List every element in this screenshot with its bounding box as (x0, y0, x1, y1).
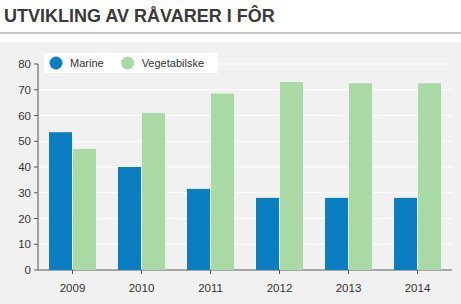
y-axis (38, 64, 39, 270)
chart-container: UTVIKLING AV RÅVARER I FÔR 0 10 20 30 40 50 60 7… (0, 0, 461, 304)
x-tick (417, 270, 418, 274)
x-tick-label: 2011 (198, 282, 223, 294)
bar (256, 198, 279, 270)
y-tick (34, 64, 38, 65)
y-tick (34, 218, 38, 219)
bar (73, 149, 96, 270)
grid-line (38, 115, 452, 116)
bar (49, 132, 72, 270)
y-tick (34, 192, 38, 193)
y-tick-label: 60 (18, 110, 31, 122)
x-tick (210, 270, 211, 274)
bar (349, 83, 372, 270)
y-tick-label: 50 (18, 135, 31, 147)
x-tick (72, 270, 73, 274)
y-tick-label: 20 (18, 213, 31, 225)
x-tick-label: 2012 (267, 282, 293, 294)
grid-line (38, 166, 452, 167)
bar (325, 198, 348, 270)
panel-background (0, 42, 461, 304)
y-tick-label: 70 (18, 84, 31, 96)
y-tick-label: 30 (18, 187, 31, 199)
bar (211, 94, 234, 270)
y-tick (34, 244, 38, 245)
bar (118, 167, 141, 270)
legend-swatch (121, 57, 134, 70)
y-tick (34, 115, 38, 116)
legend: Marine Vegetabilske (44, 53, 218, 73)
bars (49, 82, 441, 270)
y-tick (34, 141, 38, 142)
x-tick-label: 2013 (336, 282, 362, 294)
legend-swatch (50, 57, 63, 70)
y-tick-label: 40 (18, 161, 31, 173)
x-tick (348, 270, 349, 274)
grid-line (38, 244, 452, 245)
title-rule (0, 33, 461, 34)
bar (280, 82, 303, 270)
y-tick-label: 10 (18, 238, 31, 250)
grid-line (38, 269, 452, 270)
grid-line (38, 141, 452, 142)
x-tick-label: 2014 (405, 282, 431, 294)
legend-box (44, 53, 218, 73)
legend-label: Vegetabilske (142, 57, 204, 69)
bar (187, 189, 210, 270)
grid-line (38, 218, 452, 219)
x-tick (279, 270, 280, 274)
grid-line (38, 89, 452, 90)
x-tick-label: 2010 (129, 282, 155, 294)
chart-svg: UTVIKLING AV RÅVARER I FÔR 0 10 20 30 40 50 60 7… (0, 0, 461, 304)
y-tick (34, 270, 38, 271)
x-tick (141, 270, 142, 274)
bar (142, 113, 165, 270)
x-tick-label: 2009 (60, 282, 86, 294)
title: UTVIKLING AV RÅVARER I FÔR (4, 5, 275, 26)
grid-line (38, 192, 452, 193)
x-axis (38, 270, 452, 271)
y-tick (34, 89, 38, 90)
bar (418, 83, 441, 270)
legend-label: Marine (70, 57, 104, 69)
y-tick (34, 167, 38, 168)
y-tick-label: 0 (25, 264, 31, 276)
y-tick-label: 80 (18, 58, 31, 70)
bar (394, 198, 417, 270)
